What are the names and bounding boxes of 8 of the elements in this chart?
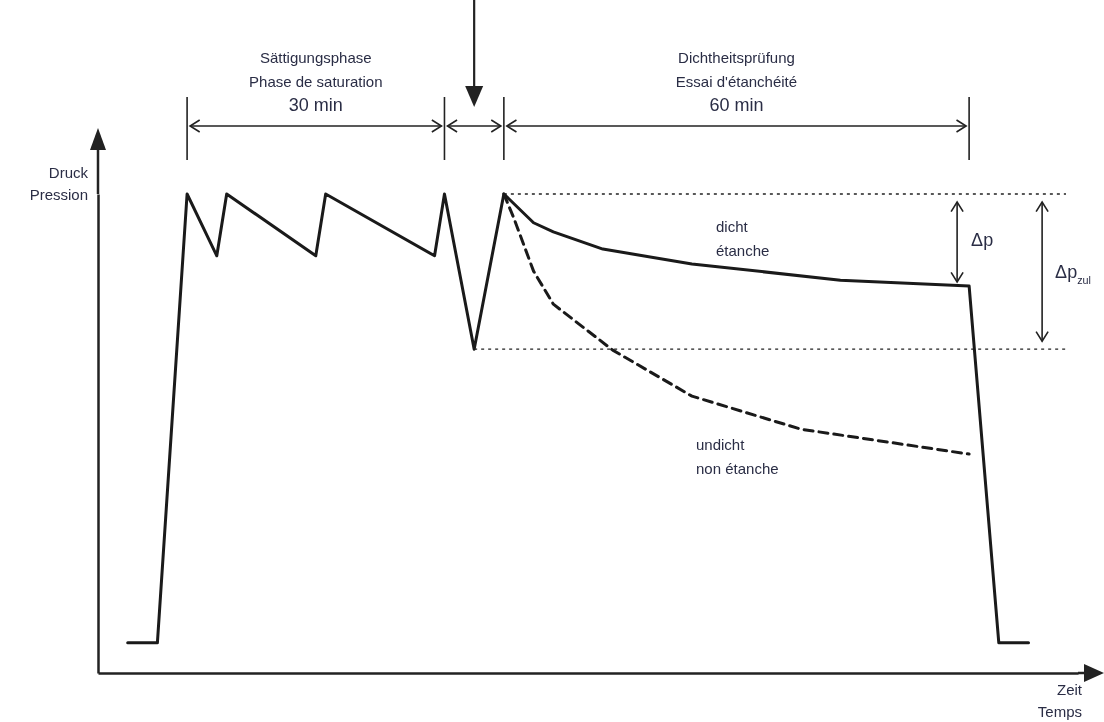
text: Dichtheitsprüfung Essai d'étanchéité 60 min [675, 49, 798, 115]
x-axis-title: Zeit Temps [1037, 681, 1083, 720]
text: Sättigungsphase Phase de saturation 30 min [249, 49, 383, 115]
annotation: dicht étanche [716, 218, 770, 259]
y-axis-title: Druck Pression [29, 164, 89, 203]
annotation: Δp$_{zul}$ [1055, 261, 1091, 286]
annotation: undicht non étanche [696, 436, 779, 477]
annotation: Δp [971, 229, 994, 250]
